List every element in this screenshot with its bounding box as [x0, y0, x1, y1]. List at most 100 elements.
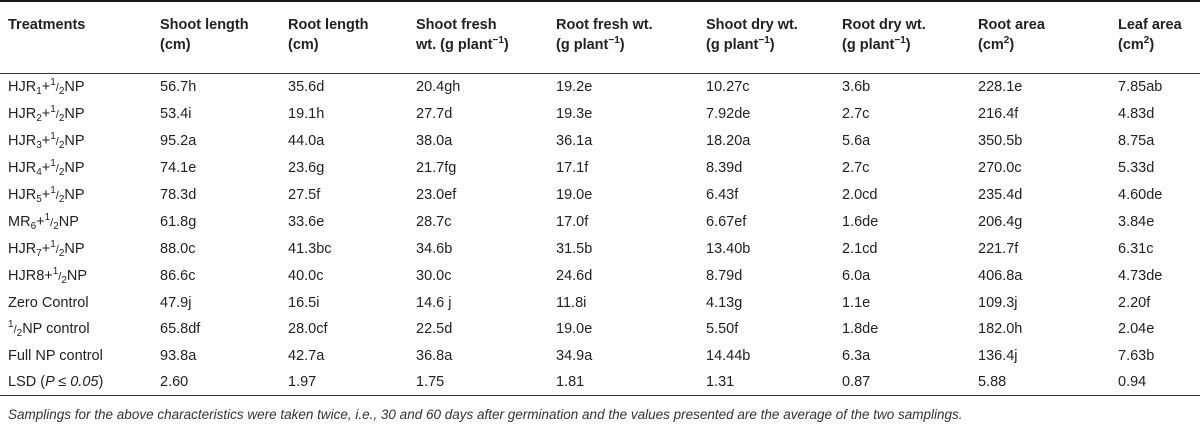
table-row: 1/2NP control 65.8df 28.0cf 22.5d 19.0e 5.50f…	[0, 316, 1200, 343]
treatment-cell: HJR4+1/2NP	[8, 157, 85, 178]
unit-superscript: 2	[1003, 35, 1010, 46]
value-cell: 270.0c	[978, 160, 1022, 176]
column-header: Root area (cm2)	[970, 1, 1110, 73]
value-cell: 8.79d	[706, 268, 743, 284]
treatment-cell: HJR7+1/2NP	[8, 238, 85, 259]
unit-superscript: −1	[894, 35, 906, 46]
value-cell: 20.4gh	[416, 79, 461, 95]
column-header-line2: (cm)	[160, 37, 191, 53]
table-footnote: Samplings for the above characteristics …	[8, 407, 963, 422]
column-header-line1: Root fresh wt.	[556, 17, 653, 33]
column-header-tail: )	[503, 37, 509, 53]
column-header: Root length (cm)	[280, 1, 408, 73]
lsd-value-cell: 2.60	[160, 374, 189, 391]
value-cell: 5.33d	[1118, 160, 1155, 176]
column-header-line2: (cm	[978, 37, 1004, 53]
value-cell: 34.9a	[556, 347, 593, 364]
lsd-row: LSD (P ≤ 0.05) 2.60 1.97 1.75 1.81 1.31 0.87 5.…	[0, 369, 1200, 396]
value-cell: 5.50f	[706, 321, 739, 338]
value-cell: 1.6de	[842, 214, 879, 230]
value-cell: 8.39d	[706, 160, 743, 176]
value-cell: 27.7d	[416, 106, 453, 122]
treatment-cell: MR6+1/2NP	[8, 211, 79, 232]
value-cell: 4.83d	[1118, 106, 1155, 122]
column-header-line1: Shoot length	[160, 17, 249, 33]
value-cell: 16.5i	[288, 294, 320, 311]
value-cell: 47.9j	[160, 294, 192, 311]
value-cell: 10.27c	[706, 79, 750, 95]
column-header: Root dry wt. (g plant−1)	[834, 1, 970, 73]
value-cell: 44.0a	[288, 133, 325, 149]
value-cell: 2.04e	[1118, 321, 1155, 338]
value-cell: 28.7c	[416, 214, 452, 230]
column-header-tail: )	[905, 37, 911, 53]
value-cell: 36.1a	[556, 133, 593, 149]
treatment-cell: HJR8+1/2NP	[8, 265, 88, 286]
value-cell: 1.1e	[842, 294, 871, 311]
table-row: Full NP control 93.8a 42.7a 36.8a 34.9a 14.44…	[0, 343, 1200, 369]
value-cell: 74.1e	[160, 160, 197, 176]
fraction: 1/2	[50, 238, 65, 259]
unit-superscript: −1	[608, 35, 620, 46]
value-cell: 27.5f	[288, 187, 321, 203]
value-cell: 17.0f	[556, 214, 589, 230]
value-cell: 18.20a	[706, 133, 751, 149]
lsd-label: LSD (P ≤ 0.05)	[8, 374, 104, 391]
lsd-value-cell: 1.97	[288, 374, 317, 391]
value-cell: 11.8i	[556, 294, 587, 311]
table-row: HJR8+1/2NP 86.6c 40.0c 30.0c 24.6d 8.79d 6.0a 4…	[0, 263, 1200, 290]
header-row: Treatments Shoot length (cm) Root length (cm…	[0, 1, 1200, 73]
fraction: 1/2	[50, 157, 65, 178]
column-header: Root fresh wt. (g plant−1)	[548, 1, 698, 73]
fraction: 1/2	[50, 76, 65, 97]
value-cell: 221.7f	[978, 241, 1019, 257]
column-header-line1: Shoot dry wt.	[706, 17, 798, 33]
lsd-value-cell: 1.75	[416, 374, 445, 391]
treatment-cell: HJR2+1/2NP	[8, 103, 85, 124]
column-header-tail: )	[769, 37, 775, 53]
value-cell: 2.1cd	[842, 241, 878, 257]
value-cell: 2.7c	[842, 160, 870, 176]
fraction: 1/2	[44, 211, 59, 232]
table-body: HJR1+1/2NP 56.7h 35.6d 20.4gh 19.2e 10.27c 3.6…	[0, 73, 1200, 396]
value-cell: 4.73de	[1118, 268, 1163, 284]
value-cell: 235.4d	[978, 187, 1023, 203]
value-cell: 61.8g	[160, 214, 197, 230]
value-cell: 23.6g	[288, 160, 325, 176]
column-header-line1: Shoot fresh	[416, 17, 497, 33]
value-cell: 2.7c	[842, 106, 870, 122]
treatment-cell: HJR3+1/2NP	[8, 130, 85, 151]
treatment-cell: HJR1+1/2NP	[8, 76, 85, 97]
column-header-line1: Root dry wt.	[842, 17, 926, 33]
value-cell: 6.3a	[842, 347, 871, 364]
fraction: 1/2	[52, 265, 67, 286]
value-cell: 19.0e	[556, 187, 593, 203]
table-row: Zero Control 47.9j 16.5i 14.6 j 11.8i 4.13g 1.…	[0, 290, 1200, 316]
column-header-line2: (g plant	[556, 37, 609, 53]
column-header-tail: )	[1149, 37, 1155, 53]
results-table: Treatments Shoot length (cm) Root length (cm…	[0, 1, 1200, 396]
value-cell: 206.4g	[978, 214, 1023, 230]
table-row: HJR2+1/2NP 53.4i 19.1h 27.7d 19.3e 7.92de 2.7c…	[0, 101, 1200, 128]
value-cell: 4.13g	[706, 294, 743, 311]
value-cell: 182.0h	[978, 321, 1023, 338]
value-cell: 3.84e	[1118, 214, 1155, 230]
column-header-line1: Leaf area	[1118, 17, 1182, 33]
value-cell: 228.1e	[978, 79, 1023, 95]
column-header: Shoot fresh wt. (g plant−1)	[408, 1, 548, 73]
table-row: HJR7+1/2NP 88.0c 41.3bc 34.6b 31.5b 13.40b 2.1…	[0, 236, 1200, 263]
column-header-tail: )	[619, 37, 625, 53]
table-row: HJR4+1/2NP 74.1e 23.6g 21.7fg 17.1f 8.39d 2.7c…	[0, 155, 1200, 182]
fraction: 1/2	[50, 130, 65, 151]
column-header-line2: (g plant	[842, 37, 895, 53]
table-row: MR6+1/2NP 61.8g 33.6e 28.7c 17.0f 6.67ef 1.6de…	[0, 209, 1200, 236]
value-cell: 14.44b	[706, 347, 751, 364]
unit-superscript: 2	[1143, 35, 1150, 46]
treatment-cell: Zero Control	[8, 294, 89, 311]
unit-superscript: −1	[758, 35, 770, 46]
value-cell: 19.1h	[288, 106, 325, 122]
value-cell: 406.8a	[978, 268, 1023, 284]
value-cell: 88.0c	[160, 241, 196, 257]
value-cell: 22.5d	[416, 321, 453, 338]
